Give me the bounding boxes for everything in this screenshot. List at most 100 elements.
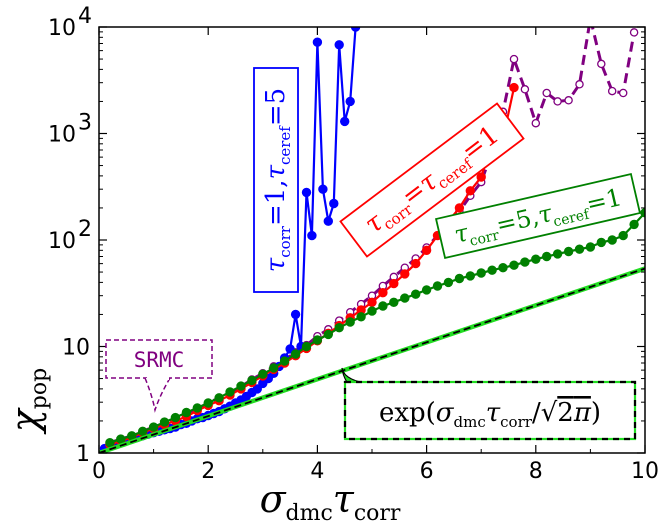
series-0-point-40 bbox=[542, 88, 551, 98]
series-2-point-34 bbox=[476, 172, 486, 182]
x-tick-label-2: 4 bbox=[310, 459, 324, 484]
series-3-point-46 bbox=[607, 235, 617, 245]
annotation-blue: τcorr=1,τceref=5 bbox=[253, 67, 299, 293]
svg-text:exp(σdmcτcorr/√2π): exp(σdmcτcorr/√2π) bbox=[379, 398, 601, 431]
series-2-point-24 bbox=[367, 297, 377, 307]
y-tick-label-2: 10 bbox=[48, 229, 76, 254]
series-2-point-26 bbox=[389, 278, 399, 289]
series-0-point-42 bbox=[564, 96, 573, 105]
series-3-point-44 bbox=[585, 242, 596, 252]
series-1-point-41 bbox=[323, 216, 333, 226]
x-tick-label-3: 6 bbox=[420, 459, 434, 484]
series-1-point-35 bbox=[290, 309, 301, 320]
series-0-point-48 bbox=[629, 28, 639, 37]
series-3-point-45 bbox=[596, 237, 606, 248]
series-2-point-28 bbox=[411, 258, 421, 269]
annotation-green: τcorr=5,τceref=1 bbox=[434, 172, 642, 260]
series-0-point-45 bbox=[597, 59, 606, 69]
x-tick-label-1: 2 bbox=[201, 459, 215, 484]
annotation-exp: exp(σdmcτcorr/√2π) bbox=[341, 367, 637, 441]
series-2-point-33 bbox=[465, 186, 475, 196]
svg-text:SRMC: SRMC bbox=[134, 348, 185, 372]
y-tick-label-0: 1 bbox=[76, 442, 90, 467]
series-3-point-4 bbox=[148, 422, 159, 432]
series-3-point-24 bbox=[367, 306, 377, 316]
series-3-point-41 bbox=[552, 249, 563, 259]
series-1-point-28 bbox=[252, 384, 262, 394]
series-3-point-36 bbox=[498, 263, 508, 273]
series-3-point-48 bbox=[629, 219, 639, 230]
series-3-point-15 bbox=[269, 363, 279, 373]
y-tick-label-4: 10 bbox=[48, 16, 76, 41]
series-3-point-39 bbox=[531, 254, 541, 264]
y-axis-label: χpop bbox=[3, 368, 52, 435]
series-3-point-20 bbox=[323, 329, 333, 340]
series-3-point-34 bbox=[476, 268, 486, 278]
series-3-point-32 bbox=[454, 273, 465, 284]
series-3-point-12 bbox=[236, 381, 246, 391]
series-3-point-3 bbox=[138, 426, 148, 436]
series-2-point-32 bbox=[454, 203, 465, 213]
series-4-line bbox=[99, 267, 645, 453]
series-1-point-46 bbox=[350, 27, 361, 32]
series-3-point-28 bbox=[411, 289, 421, 299]
series-3-point-0 bbox=[105, 438, 115, 448]
series-1-point-37 bbox=[301, 187, 312, 198]
series-3-point-6 bbox=[170, 412, 181, 423]
x-tick-label-0: 0 bbox=[92, 459, 106, 484]
series-3-point-22 bbox=[345, 317, 355, 327]
series-3-point-26 bbox=[389, 297, 399, 307]
series-3-point-5 bbox=[159, 417, 170, 427]
series-0-point-38 bbox=[520, 85, 530, 94]
series-3-point-42 bbox=[563, 246, 574, 257]
series-3-point-43 bbox=[574, 244, 585, 254]
series-1-line bbox=[104, 27, 357, 450]
series-3-point-9 bbox=[203, 398, 213, 408]
series-3-point-16 bbox=[279, 356, 290, 366]
series-3-point-30 bbox=[432, 281, 443, 291]
series-3-point-17 bbox=[290, 349, 301, 359]
series-2-point-37 bbox=[509, 82, 519, 93]
series-0-point-39 bbox=[531, 118, 541, 128]
series-3-point-35 bbox=[487, 265, 497, 275]
series-3-point-19 bbox=[312, 335, 323, 345]
series-1-point-42 bbox=[329, 198, 339, 209]
y-tick-label-1: 10 bbox=[62, 336, 90, 361]
series-3-point-31 bbox=[443, 277, 454, 288]
x-axis-label: σdmcτcorr bbox=[260, 477, 401, 525]
series-3-point-11 bbox=[225, 387, 235, 397]
x-tick-label-5: 10 bbox=[631, 459, 659, 484]
series-1-point-44 bbox=[340, 116, 350, 127]
series-3-point-10 bbox=[214, 393, 224, 403]
series-3-point-38 bbox=[520, 257, 530, 267]
series-3-point-29 bbox=[421, 285, 432, 295]
series-2-point-29 bbox=[421, 245, 432, 256]
series-1-point-38 bbox=[307, 230, 317, 241]
svg-text:τcorr=1,τceref=5: τcorr=1,τceref=5 bbox=[261, 88, 294, 272]
x-tick-label-4: 8 bbox=[529, 459, 543, 484]
series-3-point-21 bbox=[334, 323, 344, 333]
series-3-point-25 bbox=[378, 301, 388, 311]
series-3-point-1 bbox=[116, 434, 126, 444]
series-1-point-45 bbox=[345, 96, 355, 107]
y-tick-exponent-2: 2 bbox=[78, 217, 92, 242]
series-3-point-18 bbox=[301, 341, 312, 352]
series-0-point-37 bbox=[509, 54, 519, 64]
series-0-point-44 bbox=[587, 15, 594, 22]
series-3-point-27 bbox=[400, 293, 410, 303]
y-tick-label-3: 10 bbox=[48, 123, 76, 148]
series-2-point-27 bbox=[400, 269, 410, 279]
series-3-point-47 bbox=[618, 230, 628, 241]
annotation-srmc: SRMC bbox=[105, 339, 213, 413]
series-layer bbox=[99, 15, 645, 453]
series-3-point-14 bbox=[258, 369, 268, 379]
series-3-point-13 bbox=[247, 375, 257, 386]
series-1-point-39 bbox=[312, 37, 323, 47]
series-0-point-41 bbox=[553, 97, 562, 106]
series-0-point-43 bbox=[575, 80, 584, 89]
series-3-point-40 bbox=[542, 251, 552, 262]
series-1-point-43 bbox=[334, 40, 344, 50]
series-0-point-46 bbox=[607, 86, 617, 96]
